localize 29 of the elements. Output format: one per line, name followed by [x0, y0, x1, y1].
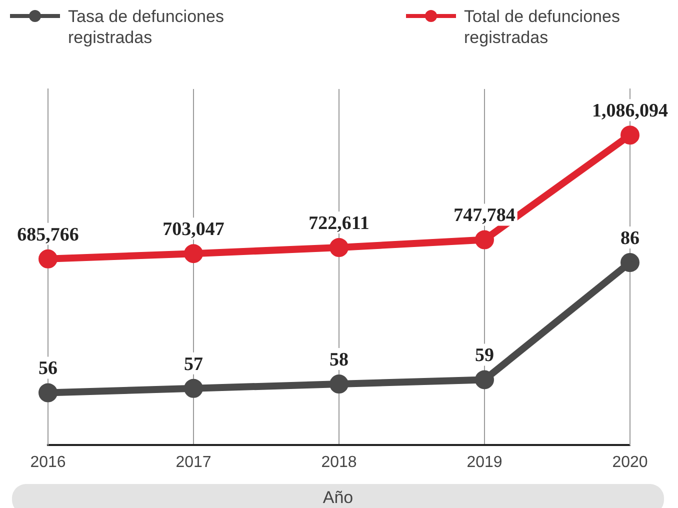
data-label: 56 — [38, 358, 58, 380]
point — [184, 378, 203, 398]
point — [620, 253, 640, 272]
point — [330, 238, 348, 258]
x-tick-label: 2018 — [321, 454, 357, 471]
data-label: 685,766 — [17, 224, 79, 246]
data-label: 59 — [475, 345, 494, 366]
data-label: 703,047 — [162, 218, 225, 240]
x-axis-title: Año — [322, 488, 354, 507]
point — [330, 374, 348, 394]
axis-title-pill: Año — [12, 484, 664, 508]
point — [184, 244, 203, 264]
legend-label: Total de defunciones registradas — [464, 6, 621, 48]
point — [475, 370, 494, 390]
x-tick-label: 2017 — [176, 454, 212, 471]
x-tick-label: 2016 — [30, 454, 66, 471]
point — [38, 249, 58, 268]
x-tick-label: 2019 — [466, 454, 502, 471]
data-label: 722,611 — [308, 212, 370, 234]
data-label: 86 — [620, 228, 640, 249]
point — [38, 383, 58, 402]
data-label: 747,784 — [454, 205, 516, 226]
x-tick-label: 2020 — [612, 454, 648, 471]
legend-label: Tasa de defunciones registradas — [68, 6, 225, 48]
data-label: 1,086,094 — [592, 100, 668, 122]
data-label: 58 — [330, 349, 348, 370]
point — [620, 126, 640, 145]
point — [475, 230, 494, 250]
data-label: 57 — [184, 354, 204, 375]
